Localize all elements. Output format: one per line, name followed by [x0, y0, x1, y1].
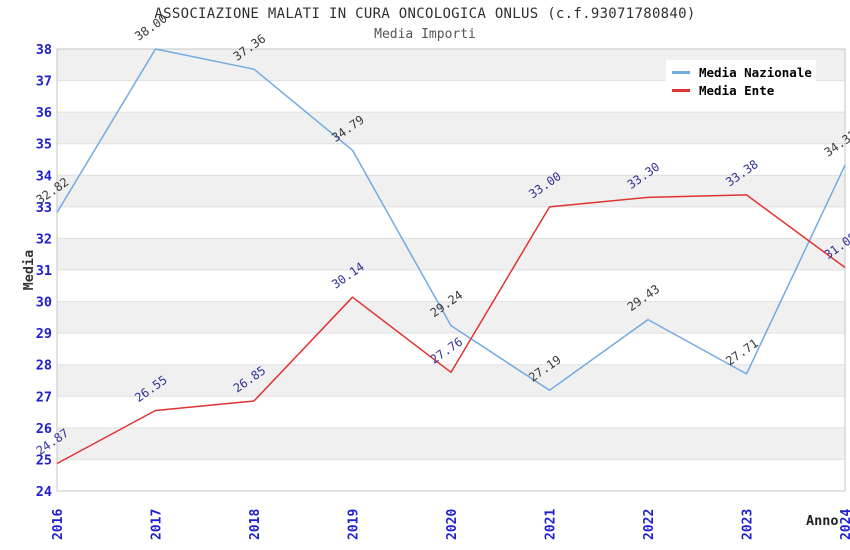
- x-tick-label: 2017: [150, 509, 165, 540]
- x-tick-label: 2021: [544, 509, 559, 540]
- legend-item-media-ente: Media Ente: [672, 83, 810, 98]
- x-axis-title: Anno: [806, 513, 839, 529]
- x-tick-label: 2016: [51, 509, 66, 540]
- plot-band: [57, 301, 845, 334]
- x-tick-label: 2022: [642, 509, 657, 540]
- plot-band: [57, 270, 845, 302]
- series-line-media-ente: [56, 194, 846, 465]
- y-tick-label: 34: [36, 168, 52, 184]
- y-tick-label: 26: [36, 421, 52, 437]
- legend-swatch-red-line-icon: [672, 89, 690, 92]
- plot-band: [57, 459, 845, 491]
- chart-subtitle: Media Importi: [374, 27, 476, 42]
- data-label: 38.00: [132, 11, 170, 43]
- y-tick-label: 33: [36, 200, 52, 216]
- legend: Media Nazionale Media Ente: [666, 60, 816, 103]
- plot-band: [57, 175, 845, 207]
- plot-band: [57, 143, 845, 176]
- legend-label: Media Nazionale: [699, 65, 812, 80]
- y-tick-label: 37: [36, 74, 52, 90]
- x-tick-label: 2020: [445, 509, 460, 540]
- y-tick-label: 30: [36, 295, 52, 311]
- series-line-media-nazionale: [56, 48, 846, 392]
- y-tick-label: 36: [36, 105, 52, 121]
- y-tick-label: 32: [36, 231, 52, 247]
- y-tick-label: 27: [36, 389, 52, 405]
- x-tick-label: 2023: [741, 509, 756, 540]
- chart-title: ASSOCIAZIONE MALATI IN CURA ONCOLOGICA O…: [154, 6, 696, 22]
- y-axis-title: Media: [21, 249, 37, 291]
- plot-band: [57, 206, 845, 239]
- y-tick-label: 31: [36, 263, 52, 279]
- y-tick-label: 38: [36, 42, 52, 58]
- y-tick-label: 28: [36, 358, 52, 374]
- legend-label: Media Ente: [699, 83, 775, 98]
- plot-band: [57, 364, 845, 397]
- y-tick-label: 25: [36, 452, 52, 468]
- plot-band: [57, 238, 845, 270]
- plot-band: [57, 396, 845, 428]
- y-tick-label: 35: [36, 137, 52, 153]
- plot-band: [57, 427, 845, 460]
- plot-band: [57, 333, 845, 365]
- y-tick-label: 29: [36, 326, 52, 342]
- x-tick-label: 2024: [839, 509, 850, 540]
- legend-swatch-blue-line-icon: [672, 71, 690, 74]
- plot-band: [57, 112, 845, 144]
- x-tick-label: 2018: [248, 509, 263, 540]
- y-tick-label: 24: [36, 484, 52, 500]
- plot-border: [56, 48, 846, 492]
- x-tick-label: 2019: [347, 509, 362, 540]
- legend-item-media-nazionale: Media Nazionale: [672, 65, 812, 80]
